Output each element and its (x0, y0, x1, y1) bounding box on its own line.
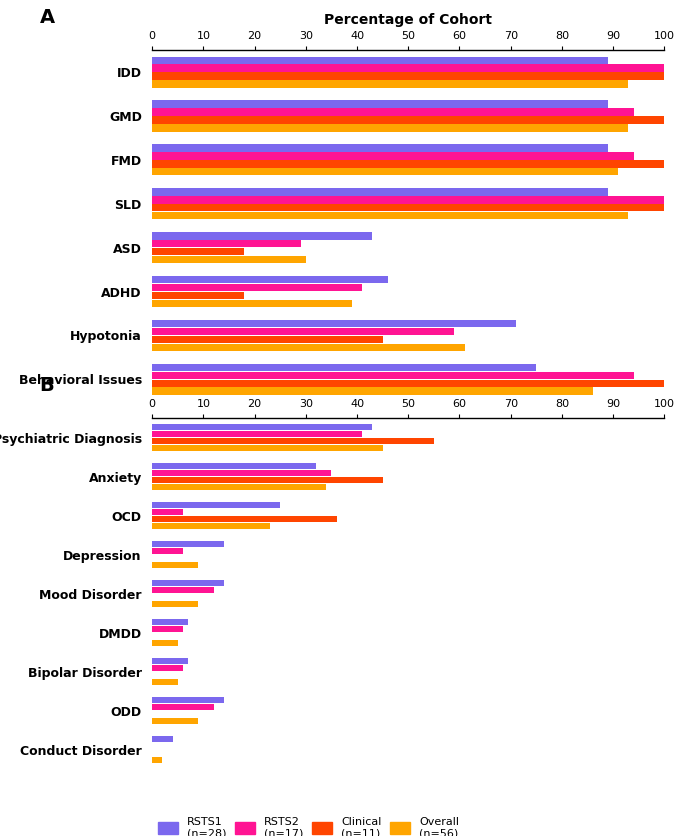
Bar (152, 145, 608, 152)
Bar (152, 579, 224, 586)
Bar (152, 73, 664, 79)
Bar (152, 548, 183, 554)
Bar (152, 438, 434, 445)
Bar (152, 152, 634, 160)
Bar (152, 541, 224, 548)
Bar (152, 640, 178, 646)
Bar (152, 57, 608, 64)
Bar (152, 508, 183, 515)
Bar (152, 502, 280, 508)
Bar (152, 658, 188, 665)
Bar (152, 431, 362, 437)
Bar (152, 64, 664, 72)
Bar (152, 100, 608, 108)
Bar (152, 364, 536, 371)
Bar (152, 240, 301, 247)
Bar (152, 380, 664, 387)
Bar (152, 522, 270, 529)
Bar (152, 116, 664, 124)
Bar (152, 477, 383, 483)
Bar (152, 328, 455, 335)
Bar (152, 387, 592, 395)
Bar (152, 704, 214, 711)
Bar (152, 168, 618, 176)
Bar (152, 619, 188, 625)
Bar (152, 292, 244, 299)
Bar (152, 625, 183, 632)
Bar (152, 284, 362, 291)
Bar (152, 299, 352, 307)
Legend: RSTS1
(n=28), RSTS2
(n=17), Clinical
(n=11), Overall
(n=56): RSTS1 (n=28), RSTS2 (n=17), Clinical (n=… (158, 817, 459, 836)
Bar (152, 462, 316, 469)
Bar (152, 372, 634, 379)
Bar (152, 161, 664, 167)
Bar (152, 276, 388, 283)
Bar (152, 718, 199, 725)
Bar (152, 188, 608, 196)
Bar (152, 665, 183, 671)
Bar (152, 679, 178, 686)
Bar (152, 212, 628, 219)
Bar (152, 736, 173, 742)
Bar (152, 587, 214, 594)
Bar (152, 320, 516, 328)
Bar (152, 109, 634, 115)
Bar (152, 424, 372, 431)
Bar (152, 344, 464, 351)
Bar (152, 601, 199, 608)
Bar (152, 232, 372, 240)
Text: A: A (39, 8, 55, 27)
Bar (152, 196, 664, 203)
Bar (152, 516, 336, 522)
Bar (152, 124, 628, 131)
Bar (152, 484, 327, 491)
Bar (152, 336, 383, 343)
Bar (152, 470, 331, 477)
Text: B: B (39, 376, 55, 395)
Bar (152, 757, 163, 763)
Bar (152, 248, 244, 255)
Bar (152, 80, 628, 88)
Bar (152, 445, 383, 451)
Bar (152, 696, 224, 703)
Bar (152, 256, 306, 263)
Bar (152, 562, 199, 568)
X-axis label: Percentage of Cohort: Percentage of Cohort (325, 13, 492, 28)
Bar (152, 204, 664, 212)
